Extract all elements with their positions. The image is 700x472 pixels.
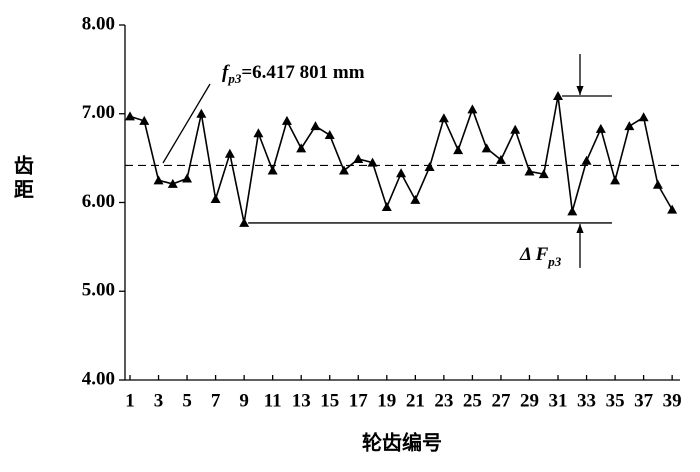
marker (467, 104, 478, 114)
subscript: p3 (227, 71, 242, 86)
x-tick-label: 21 (406, 390, 425, 411)
marker (495, 154, 506, 164)
x-tick-label: 5 (182, 390, 192, 411)
marker (510, 124, 521, 134)
marker (438, 113, 449, 123)
marker (153, 175, 164, 185)
marker (267, 165, 278, 175)
marker (652, 179, 663, 189)
marker (281, 115, 292, 125)
y-tick-label: 7.00 (82, 102, 115, 123)
marker (310, 121, 321, 131)
x-tick-label: 3 (154, 390, 164, 411)
x-tick-label: 11 (264, 390, 282, 411)
subscript: p3 (547, 254, 562, 269)
leader-line (162, 83, 211, 164)
marker (610, 175, 621, 185)
axes (124, 25, 680, 381)
marker (182, 173, 193, 183)
y-axis-label: 齿距 (10, 155, 33, 203)
y-tick-label: 4.00 (82, 368, 115, 389)
y-tick-label: 5.00 (82, 280, 115, 301)
marker (453, 145, 464, 155)
marker (210, 193, 221, 203)
marker (296, 143, 307, 153)
mean-annotation: fp3=6.417 801 mm (222, 62, 365, 86)
x-tick-label: 25 (463, 390, 482, 411)
x-tick-label: 31 (549, 390, 568, 411)
marker (624, 121, 635, 131)
x-tick-label: 35 (606, 390, 625, 411)
marker (324, 130, 335, 140)
x-tick-label: 39 (663, 390, 682, 411)
marker (396, 168, 407, 178)
marker (538, 169, 549, 179)
deviation-annotation: Δ Fp3 (519, 244, 562, 269)
marker (553, 91, 564, 100)
marker (595, 123, 606, 133)
series-line (129, 95, 673, 224)
x-tick-label: 29 (520, 390, 539, 411)
marker (353, 154, 364, 164)
marker (424, 162, 435, 171)
annotation-text: =6.417 801 mm (241, 62, 364, 83)
marker (124, 111, 135, 121)
x-tick-label: 23 (434, 390, 453, 411)
marker (410, 194, 421, 204)
y-tick-label: 8.00 (82, 13, 115, 34)
marker (196, 108, 207, 118)
x-tick-label: 37 (634, 390, 654, 411)
x-tick-label: 1 (125, 390, 135, 411)
marker (253, 128, 264, 138)
marker (481, 143, 492, 153)
y-tick-label: 6.00 (82, 191, 115, 212)
x-tick-label: 13 (292, 390, 311, 411)
marker (239, 217, 250, 227)
marker (381, 201, 392, 211)
marker (581, 155, 592, 165)
x-tick-label: 15 (320, 390, 339, 411)
marker (567, 206, 578, 216)
x-tick-label: 19 (377, 390, 396, 411)
x-tick-label: 17 (349, 390, 369, 411)
marker (167, 178, 178, 188)
marker (224, 148, 235, 158)
marker (524, 166, 535, 176)
marker (667, 204, 678, 214)
marker (638, 112, 649, 122)
x-tick-label: 27 (491, 390, 511, 411)
symbol: f (222, 62, 230, 83)
x-tick-label: 9 (239, 390, 249, 411)
marker (339, 165, 350, 175)
x-tick-label: 33 (577, 390, 596, 411)
marker (367, 157, 378, 167)
x-axis-label: 轮齿编号 (362, 431, 442, 455)
marker (139, 115, 150, 125)
symbol: Δ F (519, 244, 549, 265)
x-tick-label: 7 (211, 390, 221, 411)
